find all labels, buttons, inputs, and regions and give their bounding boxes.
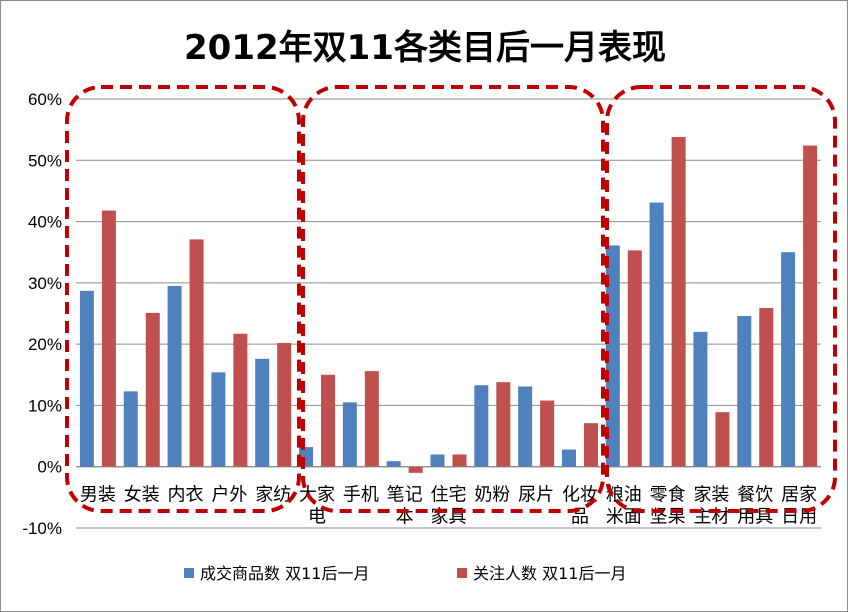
highlight-box-2 (301, 85, 605, 513)
x-tick-label: 居家日用 (781, 485, 817, 528)
bar-transactions (167, 285, 182, 467)
x-tick-label: 内衣 (168, 485, 204, 506)
y-tick-label: 30% (28, 274, 62, 293)
x-tick-label: 化妆品 (562, 485, 598, 528)
bar-followers (715, 412, 730, 467)
x-tick-label: 住宅家具 (431, 485, 467, 528)
bar-transactions (255, 358, 270, 467)
y-tick-label: 0% (37, 458, 62, 477)
bar-transactions (430, 454, 445, 467)
x-tick-label: 尿片 (518, 485, 554, 506)
x-tick-label: 女装 (124, 485, 160, 506)
bar-transactions (649, 202, 664, 467)
y-tick-label: 20% (28, 335, 62, 354)
legend-swatch (184, 568, 194, 578)
bar-followers (803, 145, 818, 467)
bar-followers (233, 333, 248, 467)
legend-swatch (457, 568, 467, 578)
bars (79, 136, 818, 473)
bar-followers (321, 374, 336, 467)
bar-followers (671, 136, 686, 467)
y-tick-label: 50% (28, 151, 62, 170)
bar-transactions (605, 245, 620, 467)
x-tick-label: 家纺 (255, 485, 291, 506)
legend-label: 成交商品数 双11后一月 (200, 564, 369, 583)
x-tick-label: 家装主材 (693, 485, 729, 528)
bar-transactions (123, 391, 138, 467)
x-tick-label: 户外 (211, 485, 247, 506)
chart-title: 2012年双11各类目后一月表现 (184, 28, 666, 68)
bar-followers (583, 423, 598, 467)
bar-followers (627, 250, 642, 467)
bar-transactions (561, 449, 576, 467)
bar-followers (145, 312, 160, 467)
gridlines (76, 98, 821, 529)
bar-followers (759, 307, 774, 467)
bar-transactions (211, 372, 226, 467)
bar-followers (452, 454, 467, 467)
bar-followers (496, 382, 511, 467)
x-tick-label: 大家电 (299, 485, 335, 528)
bar-transactions (781, 252, 796, 467)
y-tick-label: 40% (28, 213, 62, 232)
bar-followers (540, 400, 555, 467)
x-tick-label: 零食坚果 (650, 485, 686, 528)
x-tick-label: 笔记本 (387, 485, 423, 528)
bar-followers (364, 371, 379, 467)
bar-followers (189, 239, 204, 467)
bar-followers (101, 210, 116, 467)
bar-transactions (518, 386, 533, 467)
bar-transactions (79, 290, 94, 467)
x-tick-label: 奶粉 (474, 485, 510, 506)
y-tick-labels: -10% 0% 10% 20% 30% 40% 50% 60% (22, 90, 62, 538)
highlight-boxes (65, 85, 837, 513)
y-tick-label: -10% (22, 519, 62, 538)
highlight-box-1 (65, 85, 301, 513)
bar-transactions (386, 461, 401, 467)
bar-transactions (693, 331, 708, 467)
bar-transactions (474, 385, 489, 467)
legend-label: 关注人数 双11后一月 (473, 564, 626, 583)
bar-followers (408, 466, 423, 473)
bar-followers (277, 342, 292, 467)
x-tick-label: 手机 (343, 485, 379, 506)
x-tick-label: 男装 (80, 485, 116, 506)
bar-transactions (342, 402, 357, 467)
bar-transactions (737, 315, 752, 467)
highlight-box-3 (605, 85, 837, 513)
legend: 成交商品数 双11后一月 关注人数 双11后一月 (184, 564, 626, 583)
y-tick-label: 60% (28, 90, 62, 109)
y-tick-label: 10% (28, 396, 62, 415)
x-tick-label: 餐饮用具 (737, 485, 773, 528)
